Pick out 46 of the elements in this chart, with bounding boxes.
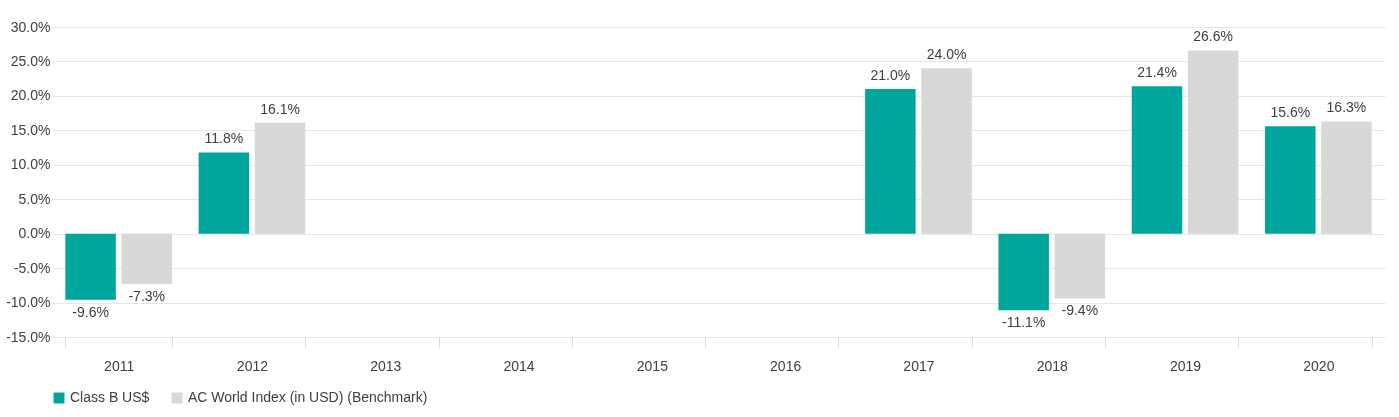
data-label: 11.8% [204,130,244,147]
y-tick-label: 5.0% [18,190,51,207]
x-tick-label: 2020 [1303,357,1335,374]
data-label: -9.4% [1061,302,1099,319]
y-tick-label: -5.0% [13,259,51,276]
y-tick-label: 30.0% [10,18,51,35]
x-tick-label: 2015 [636,357,669,374]
bar [198,152,250,234]
x-tick-label: 2017 [903,357,935,374]
bar [65,233,116,300]
y-tick-label: -15.0% [6,328,51,345]
y-tick-label: -10.0% [6,294,51,311]
x-tick-label: 2016 [770,357,802,374]
data-label: 21.0% [870,67,911,83]
x-tick-label: 2018 [1036,357,1069,374]
data-label: 16.1% [260,100,300,117]
x-tick-label: 2011 [104,357,135,374]
bar [121,233,172,284]
bar [921,68,972,234]
y-tick-label: 15.0% [10,121,51,138]
bar [1131,86,1183,234]
bar [1265,126,1316,234]
y-tick-label: 20.0% [10,87,51,104]
x-tick-label: 2012 [236,357,269,374]
bar [1054,233,1106,299]
bar [1187,50,1239,234]
data-label: 24.0% [926,46,967,63]
x-tick-label: 2019 [1169,357,1202,374]
data-label: 21.4% [1137,64,1177,81]
bar [1321,121,1372,234]
y-tick-label: 25.0% [10,52,51,69]
data-label: 16.3% [1326,99,1367,116]
bar [865,89,916,234]
bar [998,233,1049,311]
y-tick-label: 10.0% [10,156,51,173]
data-label: 26.6% [1193,28,1233,45]
data-label: -9.6% [72,303,109,320]
legend-label: Class B US$ [70,389,150,405]
data-label: 15.6% [1270,104,1311,121]
legend-label: AC World Index (in USD) (Benchmark) [188,389,428,405]
data-label: -7.3% [128,287,165,304]
data-label: -11.1% [1002,314,1046,331]
y-tick-label: 0.0% [18,225,51,242]
x-tick-label: 2013 [370,357,402,374]
x-tick-label: 2014 [503,357,535,374]
bar [254,122,306,234]
